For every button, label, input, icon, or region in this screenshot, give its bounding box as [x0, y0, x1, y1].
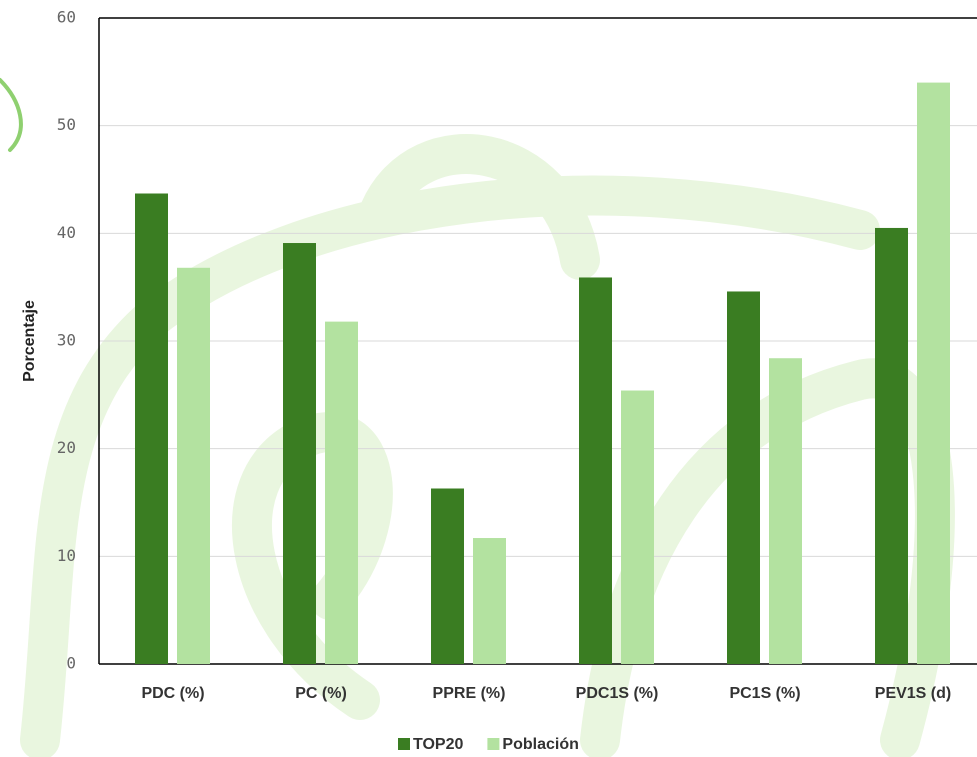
bar: [621, 391, 654, 664]
legend-marker: [487, 738, 499, 750]
bar: [325, 322, 358, 664]
x-tick-label: PDC (%): [141, 685, 204, 702]
x-tick-label: PDC1S (%): [576, 685, 659, 702]
bar: [135, 193, 168, 664]
bar: [177, 268, 210, 664]
legend-marker: [398, 738, 410, 750]
bar: [579, 277, 612, 664]
y-tick-label: 20: [57, 438, 76, 457]
y-tick-label: 40: [57, 223, 76, 242]
y-tick-label: 50: [57, 115, 76, 134]
y-tick-label: 60: [57, 8, 76, 27]
bar: [727, 291, 760, 664]
x-tick-label: PEV1S (d): [875, 685, 951, 702]
y-tick-label: 10: [57, 546, 76, 565]
x-tick-label: PC (%): [295, 685, 347, 702]
y-tick-label: 0: [66, 654, 76, 673]
bar: [473, 538, 506, 664]
bar: [431, 489, 464, 664]
bar: [769, 358, 802, 664]
y-axis-title: Porcentaje: [21, 300, 38, 382]
bar: [875, 228, 908, 664]
chart: Porcentaje 0 10 20 30 40 50 60 PDC (%) PC (%) PPR…: [0, 0, 977, 757]
bar: [917, 83, 950, 664]
swoosh: [0, 80, 21, 150]
x-tick-label: PPRE (%): [433, 685, 506, 702]
legend-label: TOP20: [413, 736, 464, 753]
legend-label: Población: [502, 736, 578, 753]
x-tick-label: PC1S (%): [729, 685, 800, 702]
bar: [283, 243, 316, 664]
y-tick-label: 30: [57, 331, 76, 350]
